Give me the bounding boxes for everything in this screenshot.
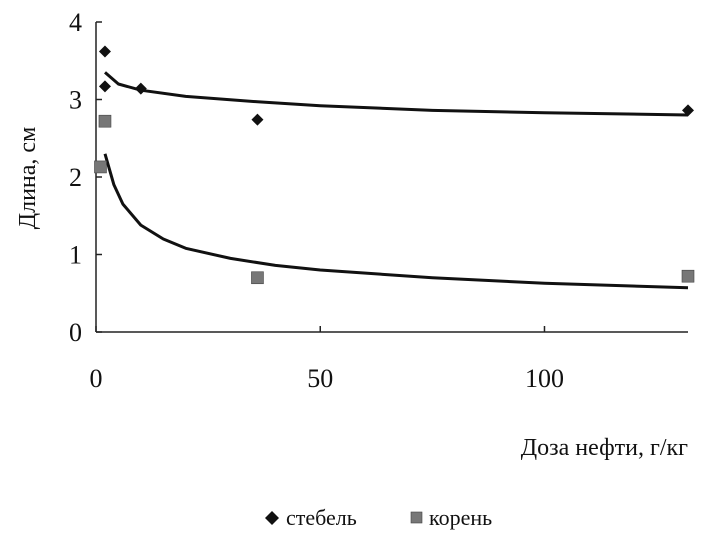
y-tick-label: 0 <box>69 318 82 347</box>
x-tick-label: 100 <box>525 364 564 393</box>
point-корень <box>98 114 112 128</box>
y-tick-label: 3 <box>69 86 82 115</box>
point-стебель <box>98 45 111 58</box>
point-корень <box>94 160 107 174</box>
point-стебель <box>134 82 147 95</box>
legend-label-корень: корень <box>429 505 492 530</box>
point-корень <box>681 269 695 283</box>
legend: стебель корень <box>265 505 492 530</box>
point-стебель <box>682 104 694 117</box>
data-points <box>94 45 695 285</box>
trend-line-стебель <box>104 71 689 117</box>
point-стебель <box>251 113 264 126</box>
axis-ticks: 0 1 2 3 4 0 50 100 <box>69 8 564 393</box>
point-стебель <box>98 80 111 93</box>
x-tick-label: 50 <box>307 364 333 393</box>
trend-lines <box>103 71 689 290</box>
point-корень <box>251 271 264 285</box>
y-tick-label: 4 <box>69 8 82 37</box>
y-tick-label: 2 <box>69 163 82 192</box>
legend-marker-корень <box>410 511 423 524</box>
trend-line-корень <box>103 153 689 290</box>
legend-label-стебель: стебель <box>286 505 357 530</box>
x-tick-label: 0 <box>90 364 103 393</box>
y-axis-label: Длина, см <box>15 127 41 230</box>
x-axis-label: Доза нефти, г/кг <box>521 435 688 461</box>
legend-marker-стебель <box>265 511 279 525</box>
plot-area: 0 1 2 3 4 0 50 100 <box>69 8 695 393</box>
y-tick-label: 1 <box>69 241 82 270</box>
